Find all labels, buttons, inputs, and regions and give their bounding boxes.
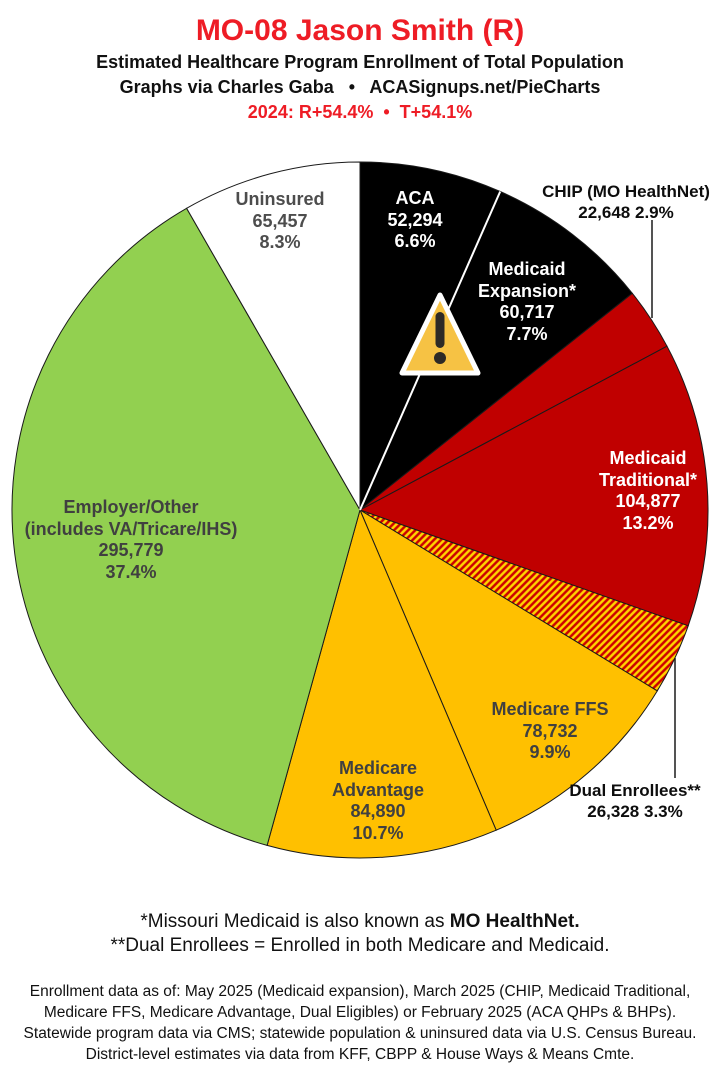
pie-slice-medicare-ffs: [358, 508, 658, 831]
source-note-line: Enrollment data as of: May 2025 (Medicai…: [29, 983, 691, 1000]
attribution: Graphs via Charles Gaba • ACASignups.net…: [119, 77, 601, 97]
header: MO-08 Jason Smith (R) Estimated Healthca…: [0, 0, 720, 125]
pie-slice-medicaid-traditional: [358, 345, 709, 627]
page-title: MO-08 Jason Smith (R): [195, 14, 525, 47]
pie-slice-medicaid-expansion: [359, 190, 634, 511]
aca-label: ACA 52,294 6.6%: [387, 188, 443, 251]
medicare-ffs-label: Medicare FFS 78,732 9.9%: [491, 699, 609, 762]
chip-label: CHIP (MO HealthNet) 22,648 2.9%: [542, 182, 710, 222]
medicaid-expansion-label: Medicaid Expansion* 60,717 7.7%: [477, 259, 577, 344]
source-notes: Enrollment data as of: May 2025 (Medicai…: [0, 981, 720, 1065]
source-note-line: Statewide program data via CMS; statewid…: [23, 1025, 697, 1042]
pie-slice-medicare-advantage: [266, 508, 497, 859]
footnote-medicaid: *Missouri Medicaid is also known as MO H…: [140, 911, 580, 932]
medicaid-traditional-label: Medicaid Traditional* 104,877 13.2%: [598, 448, 698, 533]
footnote-dual-enrollees: **Dual Enrollees = Enrolled in both Medi…: [110, 935, 610, 956]
uninsured-label: Uninsured 65,457 8.3%: [235, 189, 325, 252]
chart-subtitle: Estimated Healthcare Program Enrollment …: [96, 52, 624, 72]
election-margin: 2024: R+54.4% • T+54.1%: [247, 102, 473, 122]
warning-icon: [399, 292, 481, 376]
source-note-line: District-level estimates via data from K…: [85, 1046, 635, 1063]
pie-slice-uninsured: [185, 161, 361, 512]
medicare-advantage-label: Medicare Advantage 84,890 10.7%: [331, 758, 425, 843]
employer-other-label: Employer/Other (includes VA/Tricare/IHS)…: [24, 497, 238, 582]
pie-chart: [11, 161, 709, 859]
source-note-line: Medicare FFS, Medicare Advantage, Dual E…: [43, 1004, 677, 1021]
dual-enrollees-label: Dual Enrollees** 26,328 3.3%: [569, 781, 701, 821]
pie-slice-employer-other: [11, 207, 361, 847]
